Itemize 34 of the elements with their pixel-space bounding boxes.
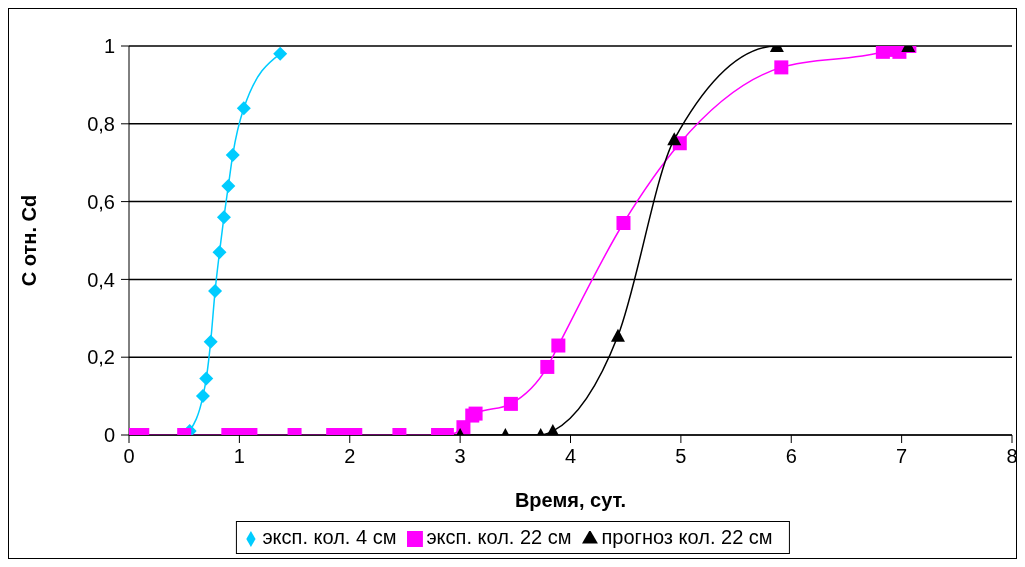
y-tick-label: 0 (103, 424, 115, 447)
point (610, 328, 625, 342)
legend-label: прогноз кол. 22 см (601, 526, 773, 548)
point (551, 338, 566, 353)
x-tick-label: 2 (344, 445, 356, 468)
point (616, 216, 631, 230)
point (216, 210, 231, 225)
point (208, 284, 223, 299)
x-tick-label: 1 (233, 445, 245, 468)
legend-label: эксп. кол. 22 см (426, 526, 572, 548)
x-tick-label: 6 (785, 445, 797, 468)
point (273, 46, 288, 61)
point (540, 359, 555, 374)
y-tick-label: 0,4 (87, 268, 115, 291)
point (667, 132, 682, 146)
x-tick-label: 8 (1006, 445, 1018, 468)
x-tick-label: 0 (123, 445, 135, 468)
y-tick-label: 0,8 (87, 112, 115, 135)
y-tick-label: 0,2 (87, 346, 115, 369)
point (212, 245, 227, 260)
x-tick-label: 7 (896, 445, 908, 468)
y-tick-label: 0,6 (87, 190, 115, 213)
x-axis-title: Время, сут. (514, 489, 627, 511)
point (203, 334, 218, 349)
point (774, 60, 789, 75)
point (236, 101, 251, 116)
y-tick-label: 1 (103, 35, 115, 58)
point (221, 179, 236, 194)
x-tick-label: 4 (564, 445, 577, 468)
x-tick-label: 5 (675, 445, 687, 468)
x-tick-label: 3 (454, 445, 466, 468)
y-axis-title: С отн. Cd (18, 194, 41, 287)
point (225, 147, 240, 162)
legend-label: эксп. кол. 4 см (262, 526, 397, 548)
